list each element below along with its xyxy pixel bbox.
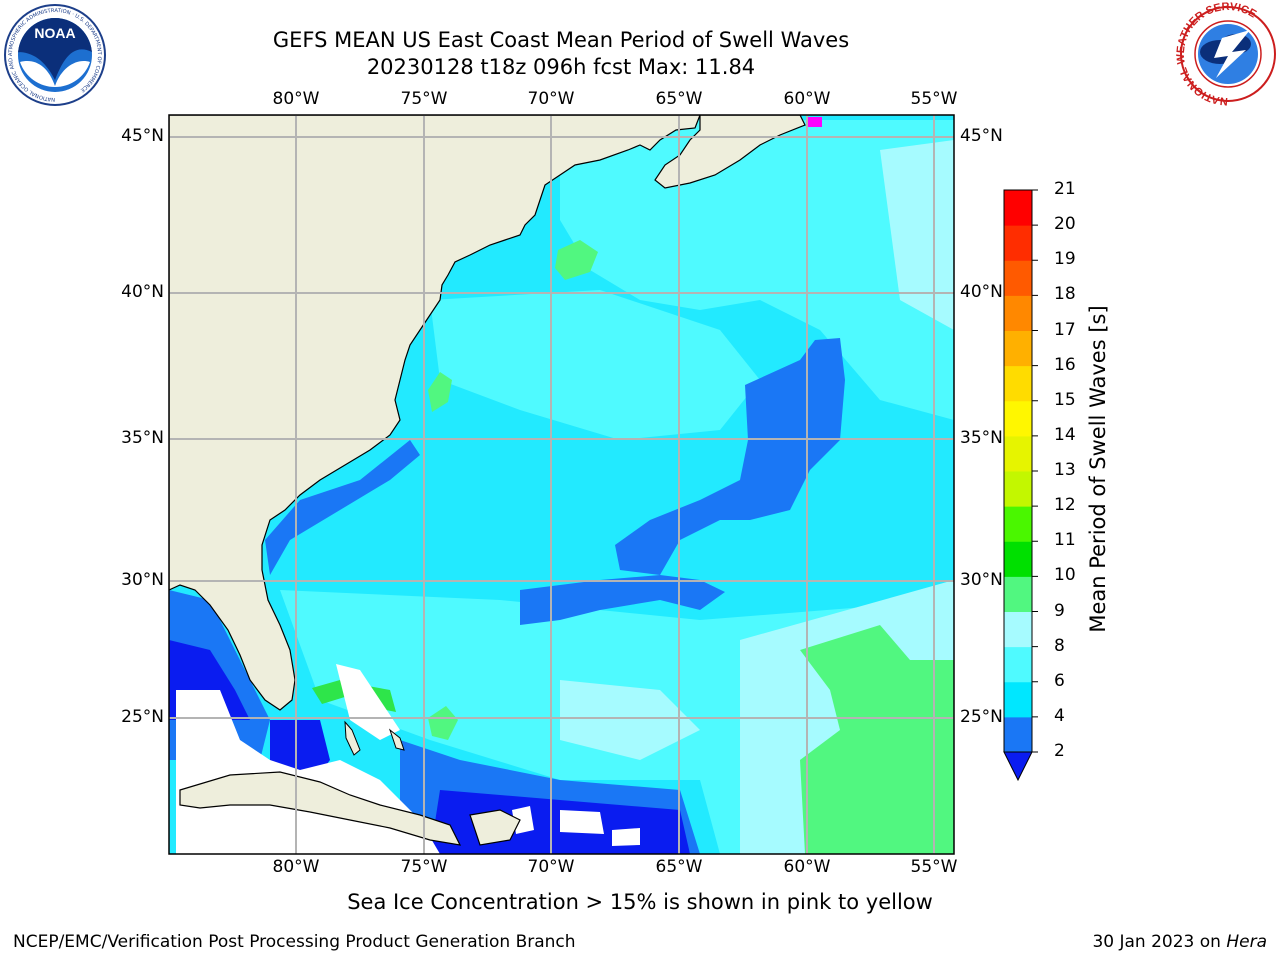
colorbar-tick-label: 11 xyxy=(1054,530,1076,551)
lat-label-right: 25°N xyxy=(960,707,1003,727)
lon-label-bottom: 60°W xyxy=(783,857,831,877)
colorbar-tick-label: 15 xyxy=(1054,389,1076,410)
land-cuba xyxy=(179,771,462,846)
lon-label-top: 60°W xyxy=(783,89,831,109)
chart-title: GEFS MEAN US East Coast Mean Period of S… xyxy=(272,28,850,52)
sea-ice-marker xyxy=(808,117,822,127)
colorbar-tick-label: 16 xyxy=(1054,354,1076,375)
field-white-islands xyxy=(512,806,640,846)
colorbar-segment xyxy=(1004,330,1032,367)
colorbar-segment xyxy=(1004,681,1032,718)
land-north-america xyxy=(169,115,701,711)
graticule xyxy=(169,115,954,854)
colorbar-segment xyxy=(1004,190,1032,226)
field-lightcyan-central xyxy=(430,290,760,440)
colorbar-tick-label: 9 xyxy=(1054,600,1065,621)
noaa-logo-text: NOAA xyxy=(34,25,75,41)
colorbar-tick-label: 12 xyxy=(1054,495,1076,516)
colorbar-extend-triangle xyxy=(1003,751,1033,782)
colorbar-segment xyxy=(1004,400,1032,437)
colorbar-tick-label: 18 xyxy=(1054,284,1076,305)
colorbar-segment xyxy=(1004,471,1032,507)
lon-label-top: 65°W xyxy=(655,89,703,109)
lat-label-right: 45°N xyxy=(960,126,1003,146)
footer-branch: NCEP/EMC/Verification Post Processing Pr… xyxy=(13,932,576,952)
field-paleblue-mid xyxy=(560,680,700,760)
field-lightcyan-north xyxy=(560,120,954,420)
colorbar-tick-label: 2 xyxy=(1054,741,1065,761)
lon-label-bottom: 80°W xyxy=(272,857,320,877)
lat-label-left: 45°N xyxy=(121,126,164,146)
field-green-blob2 xyxy=(428,372,452,412)
lon-label-bottom: 75°W xyxy=(400,857,448,877)
colorbar xyxy=(1003,189,1038,782)
colorbar-tick-label: 17 xyxy=(1054,319,1076,340)
field-paleblue-n xyxy=(880,140,954,330)
lat-label-left: 25°N xyxy=(121,707,164,727)
lat-label-right: 35°N xyxy=(960,428,1003,448)
colorbar-tick-label: 13 xyxy=(1054,460,1076,480)
lon-label-bottom: 65°W xyxy=(655,857,703,877)
colorbar-segment xyxy=(1004,365,1032,402)
colorbar-segment xyxy=(1004,716,1032,753)
land-hispaniola xyxy=(469,809,521,846)
colorbar-label: Mean Period of Swell Waves [s] xyxy=(1086,305,1110,633)
colorbar-tick-label: 21 xyxy=(1054,179,1076,199)
lon-label-bottom: 55°W xyxy=(910,857,958,877)
noaa-logo: NOAA NATIONAL OCEANIC AND ATMOSPHERIC AD… xyxy=(4,4,106,106)
colorbar-segment xyxy=(1004,541,1032,577)
colorbar-segment xyxy=(1004,260,1032,296)
lon-label-bottom: 70°W xyxy=(527,857,575,877)
colorbar-tick-label: 10 xyxy=(1054,565,1076,586)
colorbar-segment xyxy=(1004,435,1032,472)
sea-ice-note-text: Sea Ice Concentration > 15% is shown in … xyxy=(347,890,933,914)
colorbar-segment xyxy=(1004,646,1032,683)
field-green-se xyxy=(800,625,954,854)
colorbar-tick-label: 14 xyxy=(1054,424,1076,445)
land-maritimes xyxy=(654,115,806,189)
field-white-bahamas xyxy=(336,664,400,740)
lat-label-right: 30°N xyxy=(960,570,1003,590)
swell-period-field xyxy=(169,115,954,854)
colorbar-tick-label: 6 xyxy=(1054,670,1065,691)
colorbar-tick-label: 8 xyxy=(1054,635,1065,656)
nws-logo: NATIONAL WEATHER SERVICE xyxy=(1175,1,1276,107)
lat-label-right: 40°N xyxy=(960,282,1003,302)
lon-label-top: 75°W xyxy=(400,89,448,109)
field-blue-coast xyxy=(265,440,420,575)
field-green-blob3 xyxy=(428,706,458,740)
sea-ice-note: Sea Ice Concentration > 15% is shown in … xyxy=(0,890,1280,914)
land-bahamas xyxy=(344,720,405,756)
colorbar-segment xyxy=(1004,506,1032,542)
colorbar-tick-label: 20 xyxy=(1054,214,1076,235)
colorbar-segment xyxy=(1004,225,1032,261)
footer-date-text: 30 Jan 2023 on xyxy=(1092,932,1227,952)
field-blue-band xyxy=(520,575,725,625)
colorbar-tick-label: 19 xyxy=(1054,249,1076,270)
lat-label-left: 40°N xyxy=(121,282,164,302)
lat-label-left: 35°N xyxy=(121,428,164,448)
lon-label-top: 80°W xyxy=(272,89,320,109)
chart-subtitle: 20230128 t18z 096h fcst Max: 11.84 xyxy=(366,55,756,79)
footer-date: 30 Jan 2023 on Hera xyxy=(1092,932,1267,952)
colorbar-segment xyxy=(1004,576,1032,612)
lon-label-top: 55°W xyxy=(910,89,958,109)
map-frame xyxy=(168,114,955,855)
lon-label-top: 70°W xyxy=(527,89,575,109)
footer-host: Hera xyxy=(1226,932,1267,952)
colorbar-tick-label: 4 xyxy=(1054,705,1065,726)
map-panel xyxy=(168,114,955,855)
lat-label-left: 30°N xyxy=(121,570,164,590)
field-blue-central xyxy=(615,338,845,575)
field-green-blob1 xyxy=(555,240,598,280)
colorbar-segment xyxy=(1004,611,1032,648)
colorbar-segment xyxy=(1004,295,1032,331)
